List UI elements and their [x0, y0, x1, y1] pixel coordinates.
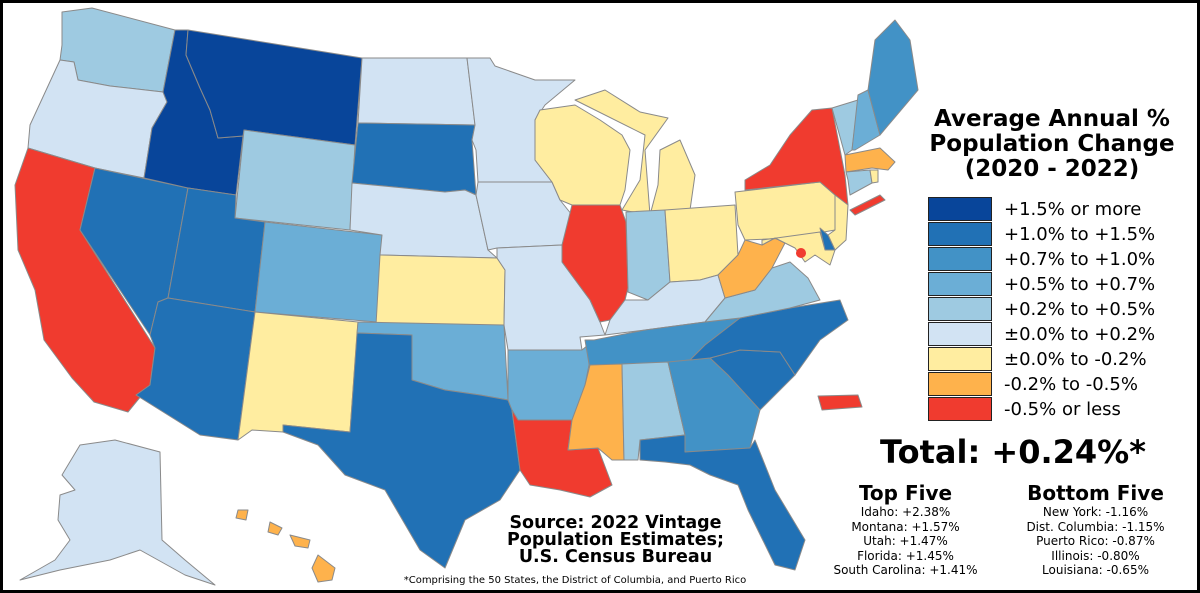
list-item: Utah: +1.47% — [863, 534, 948, 548]
title-line-2: Population Change — [929, 131, 1175, 157]
list-item: Louisiana: -0.65% — [1042, 563, 1149, 577]
state-tx — [282, 332, 521, 569]
state-az — [135, 297, 256, 441]
top-five-list: Top Five Idaho: +2.38% Montana: +1.57% U… — [818, 481, 993, 578]
legend-label: -0.5% or less — [1004, 399, 1121, 420]
top-five-heading: Top Five — [858, 481, 953, 505]
legend-label: +0.2% to +0.5% — [1004, 299, 1156, 320]
legend-item: -0.2% to -0.5% — [928, 372, 1155, 397]
us-choropleth-map — [14, 7, 919, 586]
state-ak — [19, 439, 216, 586]
state-ny — [744, 107, 886, 216]
state-ri — [869, 169, 879, 184]
state-ma — [844, 147, 896, 173]
list-item: South Carolina: +1.41% — [833, 563, 978, 577]
legend-item: +1.5% or more — [928, 197, 1155, 222]
state-nh — [851, 89, 881, 151]
state-nd — [357, 57, 476, 126]
list-item: New York: -1.16% — [1042, 505, 1149, 519]
legend-label: ±0.0% to +0.2% — [1004, 324, 1156, 345]
source-line-3: U.S. Census Bureau — [518, 547, 713, 567]
state-pr — [817, 394, 863, 411]
legend-label: +0.7% to +1.0% — [1004, 249, 1156, 270]
source-line-2: Population Estimates; — [506, 530, 724, 550]
state-ks — [375, 254, 506, 326]
legend-item: +1.0% to +1.5% — [928, 222, 1155, 247]
legend-swatch — [928, 297, 992, 321]
state-la — [511, 409, 613, 498]
legend-item: +0.2% to +0.5% — [928, 297, 1155, 322]
legend-swatch — [928, 372, 992, 396]
legend-item: +0.5% to +0.7% — [928, 272, 1155, 297]
list-item: Idaho: +2.38% — [860, 505, 951, 519]
state-mt — [185, 29, 363, 146]
legend-label: +1.5% or more — [1004, 199, 1142, 220]
legend-item: ±0.0% to +0.2% — [928, 322, 1155, 347]
title-line-1: Average Annual % — [934, 106, 1170, 132]
legend-item: +0.7% to +1.0% — [928, 247, 1155, 272]
source-line-1: Source: 2022 Vintage — [509, 513, 722, 533]
state-sd — [351, 122, 477, 196]
list-item: Puerto Rico: -0.87% — [1036, 534, 1155, 548]
legend-item: -0.5% or less — [928, 397, 1155, 422]
state-fl — [639, 434, 806, 571]
total-change: Total: +0.24%* — [880, 433, 1146, 471]
state-co — [254, 221, 383, 323]
list-item: Dist. Columbia: -1.15% — [1026, 519, 1165, 534]
bottom-five-list: Bottom Five New York: -1.16% Dist. Colum… — [998, 481, 1193, 578]
state-ne — [349, 182, 498, 259]
legend-swatch — [928, 322, 992, 346]
legend-label: +0.5% to +0.7% — [1004, 274, 1156, 295]
state-nc — [689, 299, 849, 376]
legend-label: +1.0% to +1.5% — [1004, 224, 1156, 245]
legend: +1.5% or more +1.0% to +1.5% +0.7% to +1.0… — [928, 197, 1155, 422]
title-line-3: (2020 - 2022) — [964, 156, 1140, 182]
state-hi — [235, 509, 336, 583]
legend-label: ±0.0% to -0.2% — [1004, 349, 1147, 370]
state-pa — [734, 181, 836, 241]
legend-swatch — [928, 197, 992, 221]
state-ct — [845, 169, 873, 196]
legend-item: ±0.0% to -0.2% — [928, 347, 1155, 372]
list-item: Montana: +1.57% — [851, 519, 960, 534]
map-title: Average Annual % Population Change (2020… — [908, 107, 1196, 182]
state-nm — [237, 311, 359, 441]
legend-swatch — [928, 272, 992, 296]
legend-swatch — [928, 247, 992, 271]
legend-swatch — [928, 397, 992, 421]
list-item: Illinois: -0.80% — [1051, 548, 1140, 563]
bottom-five-heading: Bottom Five — [1027, 481, 1164, 505]
state-in — [625, 209, 671, 301]
legend-label: -0.2% to -0.5% — [1004, 374, 1138, 395]
state-wy — [234, 129, 356, 231]
legend-swatch — [928, 347, 992, 371]
state-me — [867, 19, 919, 136]
list-item: Florida: +1.45% — [857, 548, 954, 563]
legend-swatch — [928, 222, 992, 246]
state-md — [761, 231, 836, 266]
source-note: Source: 2022 Vintage Population Estimate… — [483, 513, 748, 567]
state-dc — [796, 248, 806, 258]
footnote: *Comprising the 50 States, the District … — [403, 575, 747, 586]
